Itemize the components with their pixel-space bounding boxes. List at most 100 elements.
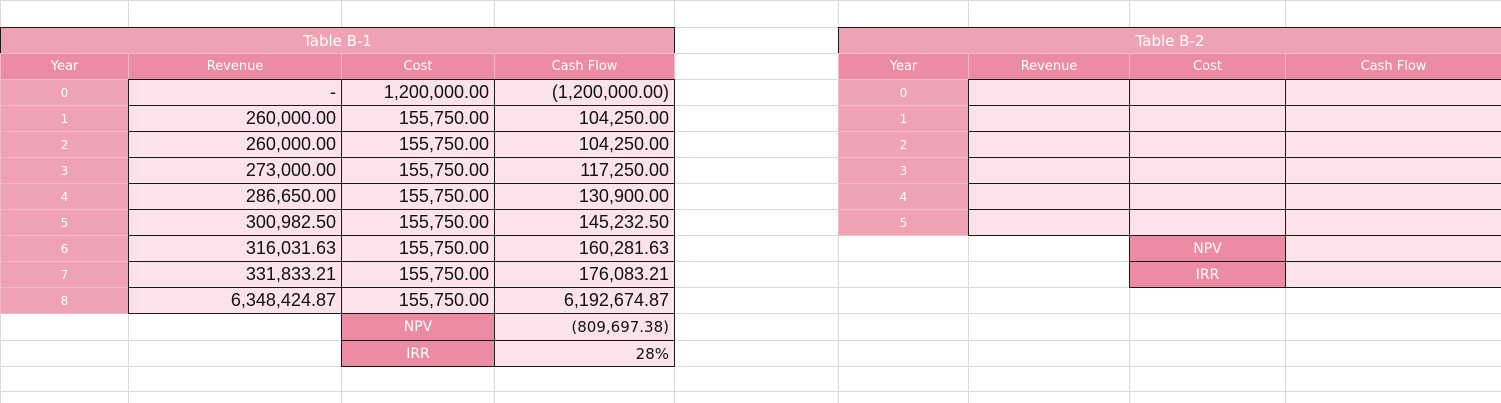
table-b2-npv-label[interactable]: NPV [1129,235,1286,262]
table-b1-revenue-cell[interactable]: 286,650.00 [128,183,342,210]
table-b1-year-cell[interactable]: 5 [0,209,129,236]
table-b1-cost-cell-text: 155,750.00 [398,238,489,258]
table-b2-cash-flow-cell[interactable] [1285,209,1501,236]
table-b2-revenue-cell[interactable] [968,105,1130,132]
table-b1-revenue-cell[interactable]: 260,000.00 [128,131,342,158]
table-b1-revenue-cell[interactable]: 300,982.50 [128,209,342,236]
table-b1-irr-value[interactable]: 28% [494,340,675,367]
table-b2-year-cell-text: 2 [899,137,908,152]
table-b1-cash-flow-cell-text: 160,281.63 [578,238,669,258]
table-b2-cash-flow-cell[interactable] [1285,157,1501,184]
table-b1-year-cell[interactable]: 8 [0,287,129,314]
table-b1-revenue-cell[interactable]: 273,000.00 [128,157,342,184]
table-b2-cash-flow-cell[interactable] [1285,79,1501,106]
table-b1-cost-cell[interactable]: 155,750.00 [341,183,495,210]
table-b1-cost-cell[interactable]: 155,750.00 [341,131,495,158]
table-b1-revenue-cell-text: 260,000.00 [245,108,336,128]
table-b2-year-cell[interactable]: 2 [838,131,969,158]
table-b1-revenue-cell-text: 300,982.50 [245,212,336,232]
table-b1-cash-flow-cell-text: 6,192,674.87 [563,290,669,310]
table-b1-revenue-cell-text: 286,650.00 [245,186,336,206]
table-b1-cash-flow-cell[interactable]: 130,900.00 [494,183,675,210]
table-b1-npv-label-text: NPV [403,319,433,335]
table-b2-irr-value[interactable] [1285,261,1501,288]
table-b1-year-cell[interactable]: 1 [0,105,129,132]
table-b1-cash-flow-cell-text: 176,083.21 [578,264,669,284]
table-b2-revenue-cell[interactable] [968,183,1130,210]
table-b2-header-cash-flow[interactable]: Cash Flow [1285,53,1501,80]
table-b2-title[interactable]: Table B-2 [838,27,1501,54]
table-b1-header-revenue[interactable]: Revenue [128,53,342,80]
table-b2-revenue-cell[interactable] [968,79,1130,106]
table-b2-year-cell[interactable]: 5 [838,209,969,236]
table-b2-irr-label[interactable]: IRR [1129,261,1286,288]
table-b2-cost-cell[interactable] [1129,209,1286,236]
table-b1-npv-label[interactable]: NPV [341,313,495,341]
table-b1-revenue-cell[interactable]: 331,833.21 [128,261,342,288]
table-b1-revenue-cell[interactable]: 260,000.00 [128,105,342,132]
table-b1-cash-flow-cell[interactable]: 104,250.00 [494,105,675,132]
table-b2-year-cell[interactable]: 0 [838,79,969,106]
table-b1-year-cell[interactable]: 0 [0,79,129,106]
table-b1-header-cost[interactable]: Cost [341,53,495,80]
table-b1-npv-value[interactable]: (809,697.38) [494,313,675,341]
table-b1-cash-flow-cell[interactable]: 176,083.21 [494,261,675,288]
table-b1-revenue-cell[interactable]: 6,348,424.87 [128,287,342,314]
table-b1-year-cell[interactable]: 4 [0,183,129,210]
table-b1-year-cell[interactable]: 6 [0,235,129,262]
table-b2-cash-flow-cell[interactable] [1285,131,1501,158]
table-b1-cost-cell[interactable]: 155,750.00 [341,157,495,184]
table-b2-cash-flow-cell[interactable] [1285,105,1501,132]
table-b1-cost-cell-text: 1,200,000.00 [383,82,489,102]
table-b1-year-cell[interactable]: 7 [0,261,129,288]
table-b1-cash-flow-cell[interactable]: 145,232.50 [494,209,675,236]
table-b2-header-revenue[interactable]: Revenue [968,53,1130,80]
table-b2-header-cost[interactable]: Cost [1129,53,1286,80]
table-b2-year-cell[interactable]: 1 [838,105,969,132]
table-b2-npv-value[interactable] [1285,235,1501,262]
table-b2-cost-cell[interactable] [1129,157,1286,184]
table-b1-year-cell-text: 0 [60,85,69,100]
table-b1-cash-flow-cell[interactable]: 6,192,674.87 [494,287,675,314]
table-b2-year-cell[interactable]: 4 [838,183,969,210]
table-b1-revenue-cell[interactable]: - [128,79,342,106]
table-b2-cost-cell[interactable] [1129,105,1286,132]
table-b1-cost-cell-text: 155,750.00 [398,264,489,284]
table-b1-year-cell[interactable]: 2 [0,131,129,158]
table-b1-cost-cell-text: 155,750.00 [398,134,489,154]
table-b1-year-cell-text: 4 [60,189,69,204]
table-b2-revenue-cell[interactable] [968,157,1130,184]
table-b1-cash-flow-cell[interactable]: 117,250.00 [494,157,675,184]
table-b1-cash-flow-cell[interactable]: 104,250.00 [494,131,675,158]
table-b2-cost-cell[interactable] [1129,183,1286,210]
table-b1-cost-cell-text: 155,750.00 [398,108,489,128]
table-b1-cost-cell[interactable]: 155,750.00 [341,287,495,314]
table-b1-cost-cell[interactable]: 155,750.00 [341,261,495,288]
table-b1-cost-cell[interactable]: 155,750.00 [341,209,495,236]
table-b2-cash-flow-cell[interactable] [1285,183,1501,210]
table-b2-revenue-cell[interactable] [968,209,1130,236]
table-b1-header-year[interactable]: Year [0,53,129,80]
table-b1-cost-cell[interactable]: 155,750.00 [341,105,495,132]
table-b2-revenue-cell[interactable] [968,131,1130,158]
table-b1-revenue-cell[interactable]: 316,031.63 [128,235,342,262]
table-b1-cash-flow-cell[interactable]: 160,281.63 [494,235,675,262]
table-b1-header-cash-flow[interactable]: Cash Flow [494,53,675,80]
table-b2-header-year[interactable]: Year [838,53,969,80]
table-b2-year-cell[interactable]: 3 [838,157,969,184]
table-b1-cash-flow-cell-text: 130,900.00 [578,186,669,206]
table-b1-cost-cell[interactable]: 1,200,000.00 [341,79,495,106]
table-b1-cost-cell[interactable]: 155,750.00 [341,235,495,262]
table-b2-header-cost-text: Cost [1193,59,1222,74]
table-b1-title[interactable]: Table B-1 [0,27,675,54]
table-b2-cost-cell[interactable] [1129,79,1286,106]
table-b1-irr-label[interactable]: IRR [341,340,495,367]
table-b1-year-cell[interactable]: 3 [0,157,129,184]
table-b1-cash-flow-cell[interactable]: (1,200,000.00) [494,79,675,106]
table-b2-cost-cell[interactable] [1129,131,1286,158]
table-b1-cost-cell-text: 155,750.00 [398,212,489,232]
table-b1-year-cell-text: 1 [60,111,69,126]
table-b1-header-cost-text: Cost [403,59,433,74]
table-b2-year-cell-text: 0 [899,85,908,100]
